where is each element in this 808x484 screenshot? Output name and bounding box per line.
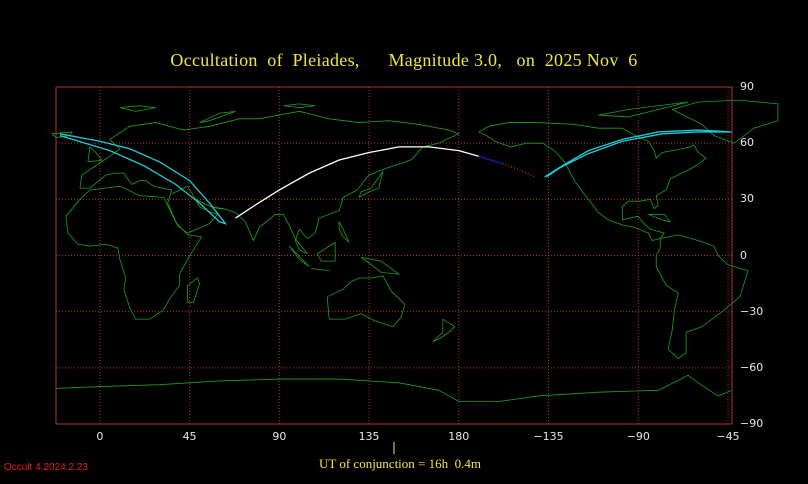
coastline [648, 213, 672, 223]
central-path-twilight [478, 155, 503, 165]
west-path-limit [59, 133, 228, 225]
lon-tick-label: −45 [716, 430, 740, 443]
coastline [432, 318, 456, 342]
software-version: Occult 4.2024.2.23 [4, 462, 88, 473]
lat-tick-label: −60 [740, 360, 764, 374]
coastline [326, 275, 406, 328]
coastlines [51, 99, 779, 402]
coastline [358, 171, 384, 198]
lon-tick-label: 0 [96, 430, 104, 443]
coastline [311, 268, 330, 271]
central-path-daylight [235, 146, 479, 219]
coastline [65, 185, 203, 320]
coastline [316, 241, 336, 262]
coastline [199, 110, 236, 123]
conjunction-time: UT of conjunction = 16h 0.4m [319, 456, 481, 471]
coastline [360, 256, 401, 275]
map-frame [55, 86, 733, 425]
lon-tick-label: 90 [272, 430, 287, 443]
coastline [171, 185, 224, 210]
lon-tick-label: 135 [358, 430, 380, 443]
lon-tick-label: 45 [182, 430, 197, 443]
coastline [671, 99, 779, 144]
lat-tick-label: −30 [740, 304, 764, 318]
coastline [288, 245, 310, 268]
occultation-tracks [59, 129, 733, 225]
coastline [283, 103, 316, 108]
lat-tick-label: 0 [740, 248, 747, 262]
coastline [598, 101, 689, 118]
lon-tick-label: 180 [448, 430, 470, 443]
coastline [187, 277, 200, 303]
coastline [338, 221, 350, 243]
coastline [79, 110, 460, 254]
lat-tick-label: 30 [740, 192, 754, 206]
lat-tick-label: 90 [740, 80, 754, 93]
coastline [55, 374, 733, 402]
coastline [655, 234, 749, 359]
lat-tick-label: −90 [740, 417, 764, 430]
coastline [119, 105, 156, 112]
coastline [87, 146, 103, 163]
map-title: Occultation of Pleiades, Magnitude 3.0, … [170, 50, 638, 70]
lon-tick-label: −90 [626, 430, 650, 443]
central-path-below-horizon [502, 163, 535, 178]
coastline [478, 122, 707, 241]
lon-tick-label: −135 [533, 430, 564, 443]
lat-tick-label: 60 [740, 136, 754, 150]
